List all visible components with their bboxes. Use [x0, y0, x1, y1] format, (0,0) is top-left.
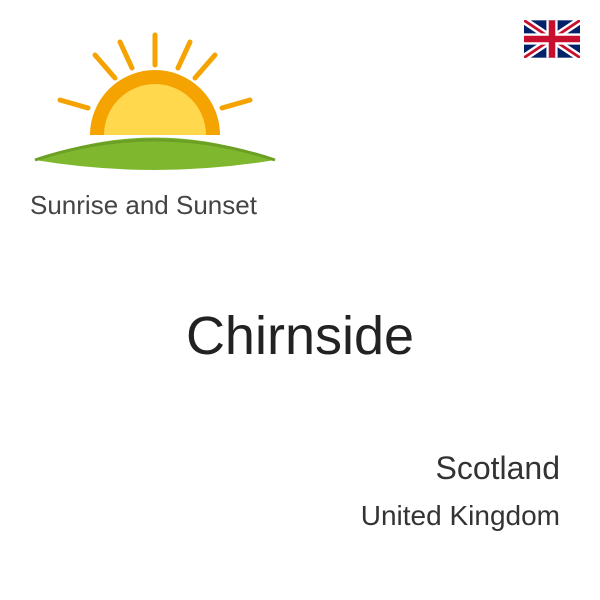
- site-title: Sunrise and Sunset: [30, 190, 257, 221]
- city-name: Chirnside: [0, 305, 600, 367]
- country-label: United Kingdom: [361, 500, 560, 532]
- sunrise-icon: [20, 20, 290, 200]
- uk-flag-icon: [524, 20, 580, 58]
- region-label: Scotland: [435, 450, 560, 487]
- union-jack-icon: [524, 20, 580, 58]
